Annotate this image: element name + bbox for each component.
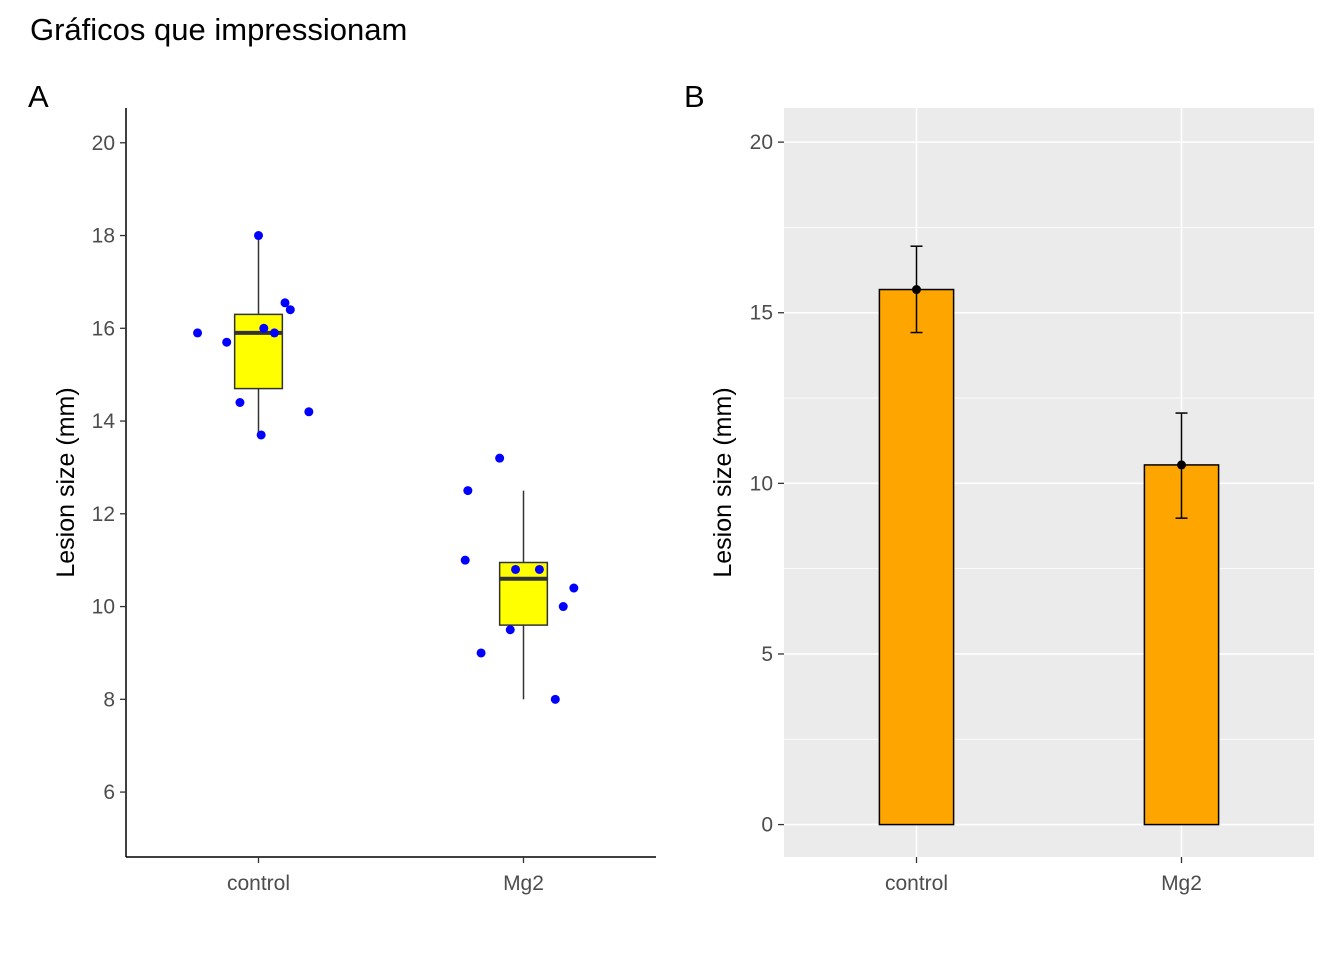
data-point — [505, 625, 515, 635]
data-point — [569, 583, 579, 593]
data-point — [495, 453, 505, 463]
data-point — [460, 555, 470, 565]
panel-b-y-tick-label: 10 — [750, 472, 773, 495]
data-point — [304, 407, 314, 417]
data-point — [259, 323, 269, 333]
panel-b-x-tick-label: control — [885, 872, 948, 895]
panel-a-y-tick-label: 14 — [92, 410, 116, 433]
panel-b-y-tick-label: 0 — [761, 814, 773, 837]
data-point — [558, 602, 568, 612]
panel-a-y-tick-label: 8 — [103, 688, 115, 711]
panel-a-y-tick-label: 20 — [92, 132, 115, 155]
data-point — [222, 337, 232, 347]
panel-b-y-tick-label: 5 — [761, 643, 773, 666]
data-point — [193, 328, 203, 338]
data-point — [550, 694, 560, 704]
panel-a-y-axis-title: Lesion size (mm) — [52, 387, 80, 577]
data-point — [285, 305, 295, 315]
data-point — [256, 430, 266, 440]
panel-a-x-tick-label: Mg2 — [503, 872, 544, 895]
figure-title: Gráficos que impressionam — [30, 12, 407, 47]
panel-b: B 0 5 10 15 20 control Mg2 Lesion size (mm) — [684, 79, 1314, 895]
panel-b-y-tick-label: 20 — [750, 131, 773, 154]
mean-point — [912, 285, 921, 295]
panel-b-y-tick-label: 15 — [750, 302, 773, 325]
panel-a-y-tick-label: 12 — [92, 503, 115, 526]
panel-a-x-tick-label: control — [227, 872, 290, 895]
data-point — [511, 564, 521, 574]
panel-b-tag: B — [684, 79, 705, 114]
data-point — [280, 298, 290, 308]
box-iqr — [233, 313, 284, 390]
panel-b-y-axis-title: Lesion size (mm) — [709, 387, 737, 577]
panel-a: A 6 8 10 12 14 16 18 20 control Mg2 Lesion size (m… — [28, 79, 656, 895]
panel-a-y-tick-label: 18 — [92, 225, 115, 248]
panel-a-y-tick-label: 10 — [92, 596, 115, 619]
panel-b-background — [784, 108, 1314, 857]
data-point — [476, 648, 486, 658]
data-point — [269, 328, 279, 338]
data-point — [254, 231, 263, 241]
mean-point — [1177, 460, 1186, 470]
data-point — [534, 564, 544, 574]
panel-a-y-tick-label: 6 — [103, 781, 115, 804]
panel-a-tag: A — [28, 79, 49, 114]
data-point — [463, 486, 473, 496]
bar — [878, 288, 955, 826]
data-point — [235, 397, 245, 407]
panel-a-y-tick-label: 16 — [92, 317, 115, 340]
panel-b-x-tick-label: Mg2 — [1161, 872, 1202, 895]
